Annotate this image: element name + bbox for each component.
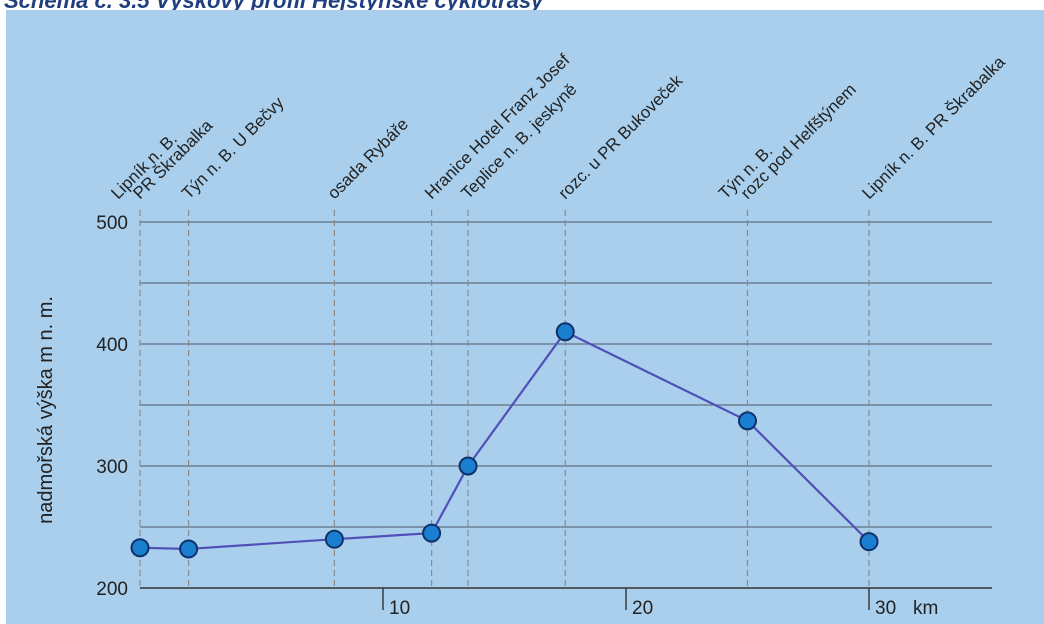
- chart-panel: 200 300 400 500 10 20 30 km nadmořská výška m …: [6, 10, 1044, 624]
- y-tick-labels: 200 300 400 500: [96, 213, 128, 600]
- data-point: [738, 411, 757, 431]
- series: [130, 322, 879, 559]
- x-tick-label: 10: [389, 598, 410, 619]
- stop-guides: [139, 210, 870, 588]
- x-tick-labels: 10 20 30 km: [389, 598, 938, 619]
- y-tick-label: 300: [96, 457, 128, 478]
- data-point: [555, 322, 575, 342]
- axes: [140, 587, 992, 610]
- stop-label: osada Rybáře: [324, 115, 412, 203]
- x-unit-label: km: [913, 598, 938, 619]
- data-point: [859, 532, 879, 552]
- data-point: [179, 539, 199, 559]
- y-tick-label: 500: [96, 213, 128, 234]
- stop-label: Lipník n. B. PR Škrabalka: [858, 52, 1009, 203]
- chart-caption: Schéma č. 3.5 Výškový profil Hejstýnské …: [4, 0, 544, 13]
- data-point: [130, 538, 150, 558]
- data-point: [422, 523, 442, 543]
- y-tick-label: 200: [96, 579, 128, 600]
- y-axis-label-group: nadmořská výška m n. m.: [35, 296, 57, 524]
- elevation-profile-chart: 200 300 400 500 10 20 30 km nadmořská výška m …: [35, 50, 1009, 619]
- stop-label: rozc pod Helfštýnem: [737, 80, 860, 203]
- y-axis-label: nadmořská výška m n. m.: [35, 296, 57, 524]
- x-tick-label: 30: [875, 598, 896, 619]
- data-point: [324, 529, 344, 549]
- y-tick-label: 400: [96, 335, 128, 356]
- gridlines: [140, 221, 992, 528]
- series-line: [139, 330, 870, 551]
- data-point: [458, 456, 478, 476]
- x-tick-label: 20: [632, 598, 653, 619]
- stop-label: Hranice Hotel Franz Josef: [421, 50, 574, 203]
